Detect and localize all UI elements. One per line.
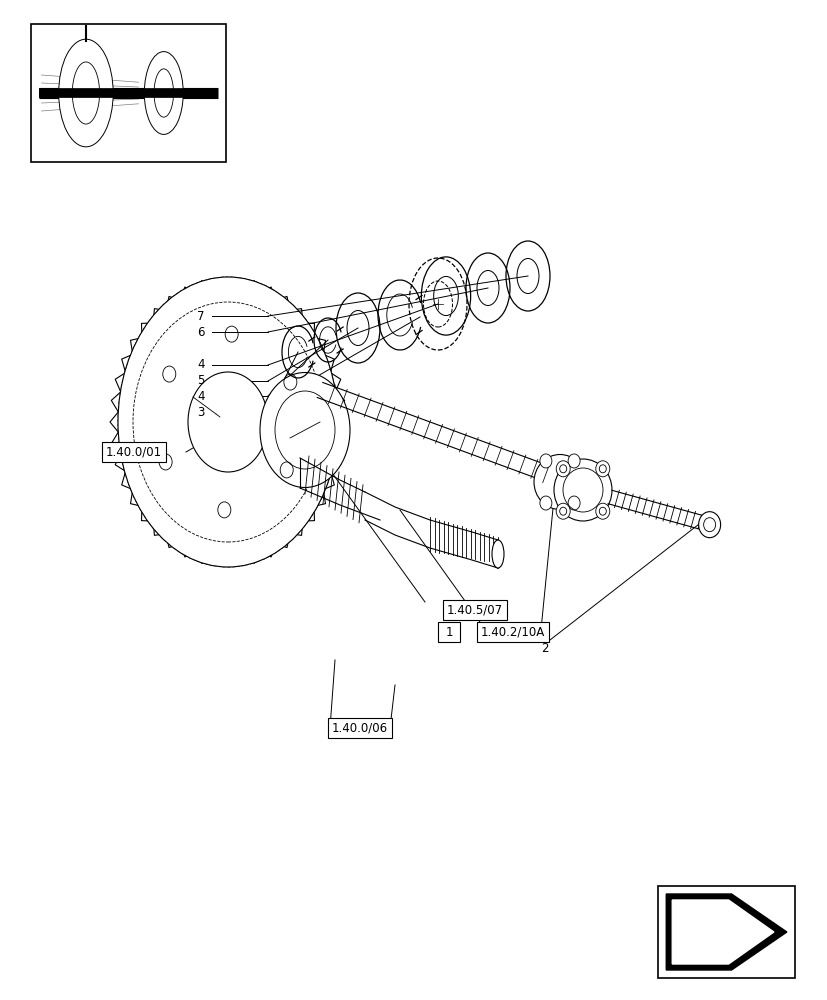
Ellipse shape xyxy=(154,69,174,117)
Text: 4: 4 xyxy=(198,389,205,402)
Polygon shape xyxy=(666,894,786,970)
Text: 5: 5 xyxy=(198,374,205,387)
Ellipse shape xyxy=(698,512,719,538)
Ellipse shape xyxy=(118,277,337,567)
Ellipse shape xyxy=(539,496,552,510)
Ellipse shape xyxy=(275,391,335,469)
Ellipse shape xyxy=(188,372,268,472)
Bar xyxy=(31,24,226,162)
Ellipse shape xyxy=(567,454,580,468)
Bar xyxy=(657,886,794,978)
Text: 1.40.5/07: 1.40.5/07 xyxy=(447,603,503,616)
Bar xyxy=(437,622,460,642)
Ellipse shape xyxy=(539,454,552,468)
Text: 6: 6 xyxy=(198,326,205,338)
Ellipse shape xyxy=(533,454,586,510)
Ellipse shape xyxy=(72,62,99,124)
Ellipse shape xyxy=(556,503,570,519)
Text: 3: 3 xyxy=(198,406,205,418)
Text: 7: 7 xyxy=(198,310,205,322)
Text: 2: 2 xyxy=(541,642,548,654)
Ellipse shape xyxy=(118,277,337,567)
Text: 1.40.2/10A: 1.40.2/10A xyxy=(480,626,544,638)
Ellipse shape xyxy=(556,461,570,477)
Text: 1.40.0/06: 1.40.0/06 xyxy=(332,721,388,734)
Ellipse shape xyxy=(260,372,350,488)
Ellipse shape xyxy=(595,461,609,477)
Ellipse shape xyxy=(491,540,504,568)
Polygon shape xyxy=(672,900,773,964)
Text: 1: 1 xyxy=(445,626,452,638)
Ellipse shape xyxy=(59,39,113,147)
Ellipse shape xyxy=(553,459,611,521)
Ellipse shape xyxy=(567,496,580,510)
Ellipse shape xyxy=(595,503,609,519)
Text: 1.40.0/01: 1.40.0/01 xyxy=(106,446,162,458)
Text: 4: 4 xyxy=(198,359,205,371)
Ellipse shape xyxy=(144,52,183,134)
